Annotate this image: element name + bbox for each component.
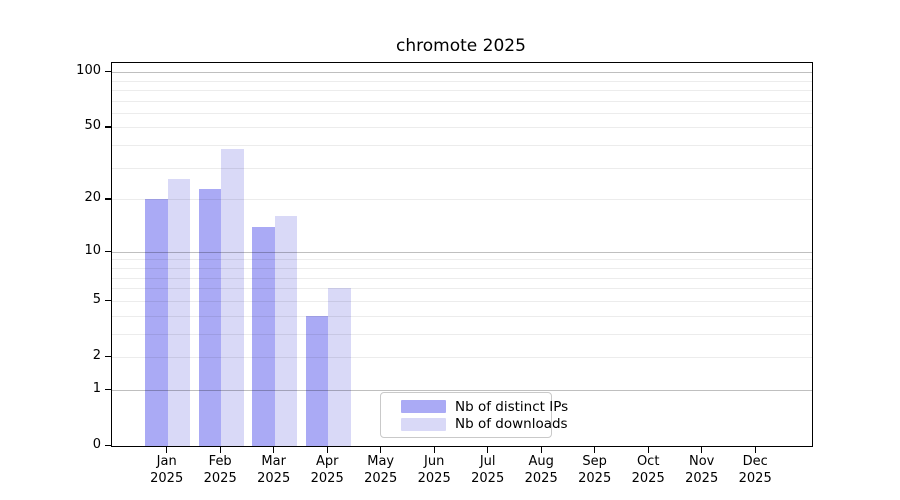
y-tick-mark	[105, 126, 111, 128]
x-tick-mark	[487, 446, 489, 453]
x-tick-label: Jun 2025	[417, 454, 451, 486]
y-tick-mark	[105, 299, 111, 302]
grid-line-minor	[112, 167, 812, 169]
plot-area	[111, 62, 813, 447]
grid-line-major	[112, 389, 812, 391]
bar-downloads-feb	[221, 149, 244, 446]
y-tick-mark	[105, 388, 111, 391]
y-tick-mark	[105, 445, 111, 447]
x-tick-label: Nov 2025	[685, 454, 719, 486]
x-tick-mark	[540, 446, 542, 453]
grid-line-major	[112, 72, 812, 74]
x-tick-label: Dec 2025	[738, 454, 772, 486]
y-tick-mark	[105, 198, 111, 200]
grid-line-minor	[112, 333, 812, 335]
x-tick-mark	[326, 446, 328, 453]
y-tick-label: 50	[84, 118, 101, 134]
x-tick-mark	[647, 446, 649, 453]
x-tick-mark	[594, 446, 596, 453]
grid-line-major	[112, 251, 812, 253]
grid-line-minor	[112, 127, 812, 129]
x-tick-label: Oct 2025	[631, 454, 665, 486]
x-tick-label: Mar 2025	[257, 454, 291, 486]
x-tick-mark	[701, 446, 703, 453]
legend-item-downloads: Nb of downloads	[401, 416, 568, 434]
x-tick-label: Feb 2025	[203, 454, 237, 486]
bar-downloads-jan	[167, 178, 191, 446]
legend-item-distinct-ips: Nb of distinct IPs	[401, 398, 568, 416]
grid-line-minor	[112, 300, 812, 302]
legend-swatch-distinct-ips	[401, 400, 446, 414]
y-tick-label: 100	[76, 63, 101, 79]
bar-ips-mar	[252, 226, 275, 446]
x-tick-mark	[219, 446, 221, 453]
grid-line-minor	[112, 356, 812, 358]
y-tick-label: 20	[84, 190, 101, 206]
bar-downloads-mar	[274, 216, 298, 446]
grid-line-minor	[112, 288, 812, 290]
grid-line-minor	[112, 100, 812, 102]
bar-ips-apr	[305, 315, 329, 446]
y-tick-label: 0	[92, 437, 101, 452]
grid-line-minor	[112, 277, 812, 279]
x-tick-mark	[273, 446, 275, 453]
x-tick-label: Aug 2025	[524, 454, 558, 486]
chart-title: chromote 2025	[396, 36, 526, 56]
x-tick-label: May 2025	[364, 454, 398, 486]
grid-line-minor	[112, 259, 812, 261]
y-tick-label: 10	[84, 242, 101, 258]
y-tick-label: 2	[92, 347, 101, 363]
bar-ips-feb	[198, 188, 222, 446]
y-tick-label: 5	[92, 291, 101, 307]
bar-downloads-apr	[328, 288, 351, 446]
bar-ips-jan	[145, 199, 168, 446]
legend-label-distinct-ips: Nb of distinct IPs	[455, 398, 569, 415]
x-tick-label: Apr 2025	[310, 454, 344, 486]
x-tick-label: Sep 2025	[578, 454, 612, 486]
x-tick-label: Jul 2025	[471, 454, 505, 486]
legend-label-downloads: Nb of downloads	[455, 416, 568, 433]
grid-line-minor	[112, 112, 812, 114]
grid-line-minor	[112, 145, 812, 147]
grid-line-minor	[112, 199, 812, 201]
grid-line-minor	[112, 267, 812, 269]
y-tick-mark	[105, 250, 111, 253]
grid-line-minor	[112, 89, 812, 91]
grid-line-minor	[112, 315, 812, 317]
x-tick-mark	[166, 446, 168, 453]
grid-line-minor	[112, 80, 812, 82]
y-tick-label: 1	[92, 380, 101, 396]
x-tick-mark	[433, 446, 435, 453]
legend-swatch-downloads	[401, 417, 446, 431]
y-tick-mark	[105, 355, 111, 358]
x-tick-label: Jan 2025	[150, 454, 184, 486]
y-tick-mark	[105, 71, 111, 73]
x-tick-mark	[380, 446, 382, 453]
x-tick-mark	[754, 446, 756, 453]
legend: Nb of distinct IPs Nb of downloads	[380, 392, 568, 438]
